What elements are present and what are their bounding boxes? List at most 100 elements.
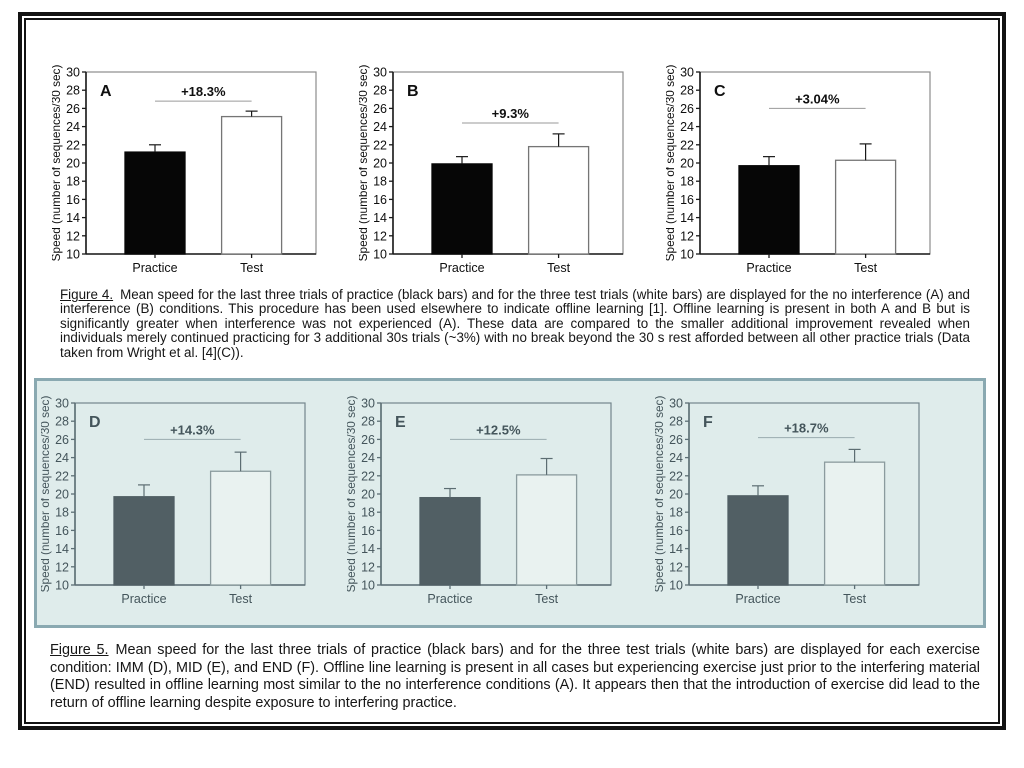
y-axis-title: Speed (number of sequences/30 sec) [359, 65, 370, 262]
y-tick-label: 10 [669, 579, 683, 593]
y-tick-label: 30 [361, 397, 375, 411]
bar-practice [113, 496, 175, 586]
slide-frame-outer: 10 12 14 16 18 20 22 24 26 28 30 Practice Test +18.3%… [18, 12, 1006, 730]
y-tick-label: 16 [680, 193, 694, 207]
increase-percent-label: +9.3% [492, 106, 530, 121]
chart-panel-D: 10 12 14 16 18 20 22 24 26 28 30 Practice Test +14.3%… [38, 387, 321, 620]
figure5-text: Mean speed for the last three trials of … [50, 642, 980, 711]
increase-percent-label: +18.3% [181, 84, 226, 99]
bar-test [823, 461, 886, 586]
x-category-label: Practice [427, 592, 472, 606]
chart-panel-E: 10 12 14 16 18 20 22 24 26 28 30 Practice Test +12.5%… [344, 387, 627, 620]
y-tick-label: 26 [373, 102, 387, 116]
y-tick-label: 30 [680, 66, 694, 80]
y-tick-label: 12 [680, 229, 694, 243]
y-tick-label: 18 [680, 175, 694, 189]
bar-test [515, 474, 578, 586]
y-tick-label: 18 [669, 506, 683, 520]
chart-F-svg: 10 12 14 16 18 20 22 24 26 28 30 Practice Test +18.7%… [652, 396, 920, 606]
y-tick-label: 24 [55, 451, 69, 465]
figure5-panel: 10 12 14 16 18 20 22 24 26 28 30 Practice Test +14.3%… [34, 378, 986, 628]
y-tick-label: 12 [373, 229, 387, 243]
increase-percent-label: +18.7% [784, 421, 829, 436]
panel-letter: E [395, 414, 406, 431]
y-tick-label: 26 [361, 433, 375, 447]
y-tick-label: 24 [361, 451, 375, 465]
increase-percent-label: +12.5% [476, 422, 521, 437]
y-tick-label: 22 [66, 138, 80, 152]
y-tick-label: 28 [66, 84, 80, 98]
x-category-label: Test [535, 592, 558, 606]
figure4-text: Mean speed for the last three trials of … [60, 287, 970, 360]
figure4-caption: Figure 4. Mean speed for the last three t… [60, 287, 970, 360]
bar-test [220, 115, 283, 255]
y-tick-label: 28 [361, 415, 375, 429]
x-category-label: Practice [746, 261, 791, 275]
figure5-label: Figure 5. [50, 642, 109, 658]
y-tick-label: 22 [361, 469, 375, 483]
chart-A-svg: 10 12 14 16 18 20 22 24 26 28 30 Practice Test +18.3%… [49, 65, 317, 275]
y-tick-label: 10 [361, 579, 375, 593]
y-tick-label: 14 [373, 211, 387, 225]
y-tick-label: 16 [373, 193, 387, 207]
y-tick-label: 18 [361, 506, 375, 520]
chart-D-svg: 10 12 14 16 18 20 22 24 26 28 30 Practice Test +14.3%… [38, 396, 306, 606]
y-tick-label: 14 [361, 542, 375, 556]
y-tick-label: 28 [373, 84, 387, 98]
panel-letter: C [714, 83, 726, 100]
y-tick-label: 12 [66, 229, 80, 243]
x-category-label: Test [547, 261, 570, 275]
y-tick-label: 28 [669, 415, 683, 429]
y-tick-label: 16 [361, 524, 375, 538]
y-tick-label: 10 [55, 579, 69, 593]
y-tick-label: 14 [669, 542, 683, 556]
y-tick-label: 14 [680, 211, 694, 225]
panel-letter: B [407, 83, 419, 100]
y-axis-title: Speed (number of sequences/30 sec) [347, 396, 358, 593]
y-tick-label: 16 [55, 524, 69, 538]
y-tick-label: 12 [669, 560, 683, 574]
y-tick-label: 18 [55, 506, 69, 520]
y-tick-label: 22 [55, 469, 69, 483]
bar-practice [124, 151, 186, 255]
bar-practice [431, 163, 493, 255]
y-tick-label: 22 [373, 138, 387, 152]
bar-test [834, 159, 897, 255]
chart-B-svg: 10 12 14 16 18 20 22 24 26 28 30 Practice Test +9.3% B… [356, 65, 624, 275]
y-tick-label: 22 [669, 469, 683, 483]
y-tick-label: 20 [373, 157, 387, 171]
y-tick-label: 30 [669, 397, 683, 411]
y-axis-title: Speed (number of sequences/30 sec) [52, 65, 63, 262]
y-tick-label: 30 [373, 66, 387, 80]
x-category-label: Test [229, 592, 252, 606]
y-tick-label: 26 [680, 102, 694, 116]
panel-letter: D [89, 414, 101, 431]
y-tick-label: 20 [55, 488, 69, 502]
x-category-label: Practice [132, 261, 177, 275]
y-tick-label: 16 [66, 193, 80, 207]
y-tick-label: 10 [373, 248, 387, 262]
y-tick-label: 24 [669, 451, 683, 465]
y-tick-label: 10 [66, 248, 80, 262]
y-tick-label: 20 [680, 157, 694, 171]
y-tick-label: 20 [669, 488, 683, 502]
slide-frame-inner: 10 12 14 16 18 20 22 24 26 28 30 Practice Test +18.3%… [24, 18, 1000, 724]
x-category-label: Test [854, 261, 877, 275]
panel-letter: A [100, 83, 112, 100]
figure4-label: Figure 4. [60, 287, 114, 302]
y-tick-label: 24 [680, 120, 694, 134]
chart-C-svg: 10 12 14 16 18 20 22 24 26 28 30 Practice Test +3.04%… [663, 65, 931, 275]
y-tick-label: 14 [55, 542, 69, 556]
y-tick-label: 20 [66, 157, 80, 171]
increase-percent-label: +3.04% [795, 91, 840, 106]
y-tick-label: 12 [361, 560, 375, 574]
y-tick-label: 16 [669, 524, 683, 538]
chart-panel-F: 10 12 14 16 18 20 22 24 26 28 30 Practice Test +18.7%… [652, 387, 935, 620]
y-tick-label: 18 [373, 175, 387, 189]
y-tick-label: 28 [55, 415, 69, 429]
y-tick-label: 26 [55, 433, 69, 447]
y-tick-label: 18 [66, 175, 80, 189]
bar-practice [738, 165, 800, 255]
x-category-label: Test [240, 261, 263, 275]
